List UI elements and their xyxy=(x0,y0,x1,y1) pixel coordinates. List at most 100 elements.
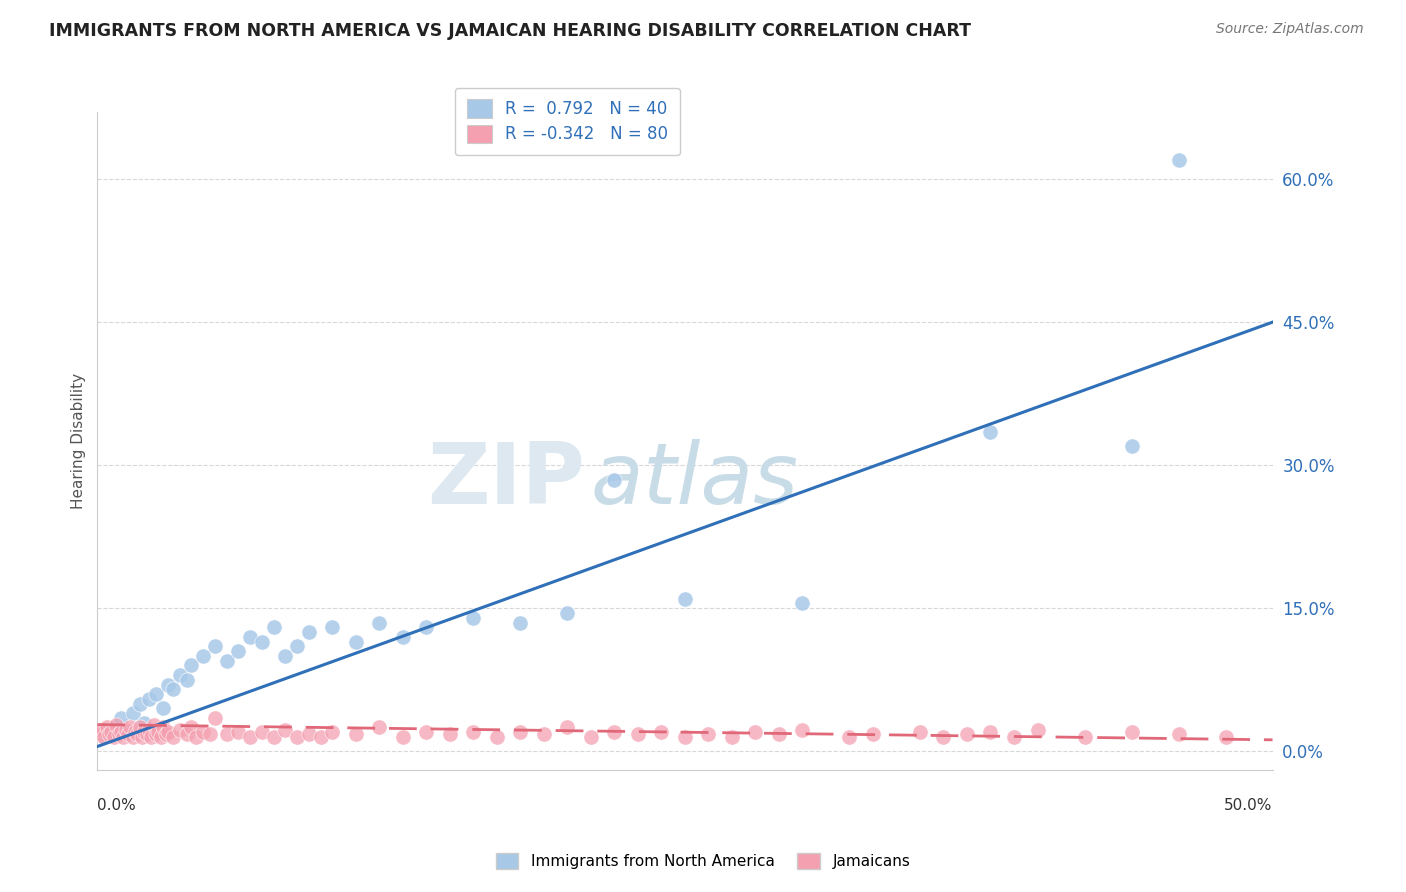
Point xyxy=(135,727,157,741)
Point xyxy=(627,727,650,741)
Point xyxy=(392,730,415,744)
Point xyxy=(862,727,884,741)
Point xyxy=(191,648,214,663)
Point xyxy=(274,723,297,738)
Point xyxy=(152,721,174,735)
Point xyxy=(93,730,115,744)
Point xyxy=(228,725,250,739)
Point xyxy=(134,725,156,739)
Point xyxy=(127,727,149,741)
Point xyxy=(215,654,238,668)
Point xyxy=(1215,730,1237,744)
Text: atlas: atlas xyxy=(591,440,799,523)
Point xyxy=(121,730,143,744)
Point xyxy=(134,715,156,730)
Point xyxy=(838,730,860,744)
Point xyxy=(100,725,122,739)
Point xyxy=(792,723,814,738)
Text: 0.0%: 0.0% xyxy=(97,797,136,813)
Point xyxy=(463,725,485,739)
Point xyxy=(908,725,931,739)
Point xyxy=(285,640,308,654)
Point xyxy=(344,634,367,648)
Point xyxy=(121,706,143,720)
Point xyxy=(156,677,179,691)
Point xyxy=(1073,730,1095,744)
Point xyxy=(176,673,198,687)
Point xyxy=(128,697,150,711)
Point xyxy=(239,630,262,644)
Point xyxy=(145,687,167,701)
Point xyxy=(603,473,626,487)
Point xyxy=(103,730,125,744)
Point xyxy=(105,721,128,735)
Y-axis label: Hearing Disability: Hearing Disability xyxy=(72,373,86,509)
Point xyxy=(117,727,139,741)
Point xyxy=(162,682,184,697)
Point xyxy=(162,730,184,744)
Point xyxy=(697,727,720,741)
Point xyxy=(107,727,129,741)
Point xyxy=(239,730,262,744)
Point xyxy=(792,597,814,611)
Point xyxy=(228,644,250,658)
Point xyxy=(120,721,142,735)
Point xyxy=(184,730,207,744)
Point xyxy=(176,727,198,741)
Point xyxy=(557,721,579,735)
Point xyxy=(124,725,146,739)
Point xyxy=(650,725,672,739)
Point xyxy=(148,725,170,739)
Point xyxy=(114,725,136,739)
Point xyxy=(263,730,285,744)
Text: Source: ZipAtlas.com: Source: ZipAtlas.com xyxy=(1216,22,1364,37)
Text: ZIP: ZIP xyxy=(427,440,585,523)
Point xyxy=(321,725,343,739)
Legend: R =  0.792   N = 40, R = -0.342   N = 80: R = 0.792 N = 40, R = -0.342 N = 80 xyxy=(456,87,679,155)
Point xyxy=(138,723,160,738)
Point xyxy=(1167,153,1189,167)
Point xyxy=(96,721,118,735)
Point xyxy=(744,725,766,739)
Point xyxy=(509,615,531,630)
Point xyxy=(138,691,160,706)
Point xyxy=(105,717,128,731)
Point xyxy=(463,611,485,625)
Point xyxy=(439,727,461,741)
Point xyxy=(110,725,132,739)
Point xyxy=(956,727,979,741)
Point xyxy=(89,727,111,741)
Point xyxy=(155,727,177,741)
Point xyxy=(768,727,790,741)
Point xyxy=(1026,723,1049,738)
Point xyxy=(93,730,115,744)
Point xyxy=(368,721,391,735)
Point xyxy=(557,606,579,620)
Point xyxy=(204,640,226,654)
Point xyxy=(191,725,214,739)
Point xyxy=(91,723,114,738)
Point xyxy=(509,725,531,739)
Point xyxy=(114,723,136,738)
Point xyxy=(156,725,179,739)
Point xyxy=(485,730,508,744)
Point xyxy=(141,730,163,744)
Point xyxy=(215,727,238,741)
Point xyxy=(169,723,191,738)
Point xyxy=(579,730,602,744)
Text: 50.0%: 50.0% xyxy=(1225,797,1272,813)
Point xyxy=(415,725,437,739)
Point xyxy=(131,730,153,744)
Point xyxy=(1121,439,1143,453)
Point xyxy=(298,727,321,741)
Point xyxy=(603,725,626,739)
Point xyxy=(250,634,273,648)
Point xyxy=(274,648,297,663)
Point xyxy=(1167,727,1189,741)
Point xyxy=(673,730,696,744)
Point xyxy=(673,591,696,606)
Point xyxy=(932,730,955,744)
Point xyxy=(250,725,273,739)
Point xyxy=(344,727,367,741)
Point xyxy=(979,425,1001,439)
